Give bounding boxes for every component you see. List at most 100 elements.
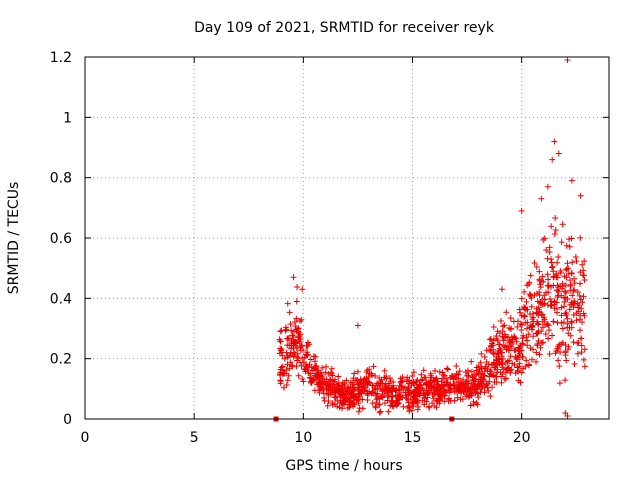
data-point: [564, 315, 571, 322]
data-point: [507, 315, 514, 322]
data-point: [538, 195, 545, 202]
data-point: [554, 287, 561, 294]
data-point: [404, 386, 411, 393]
data-point: [350, 375, 357, 382]
data-point: [474, 382, 481, 389]
data-point: [289, 332, 296, 339]
data-point: [487, 393, 494, 400]
data-point: [319, 364, 326, 371]
data-points: [273, 57, 588, 422]
data-point: [554, 259, 561, 266]
data-point: [577, 327, 584, 334]
data-point: [568, 269, 575, 276]
y-tick-label: 1.2: [50, 50, 72, 66]
data-point: [277, 338, 284, 345]
data-point: [537, 281, 544, 288]
data-point: [520, 313, 527, 320]
data-point: [533, 263, 540, 270]
data-point: [390, 379, 397, 386]
data-point: [412, 393, 419, 400]
data-point: [341, 401, 348, 408]
data-point: [554, 345, 561, 352]
data-point: [308, 379, 315, 386]
data-point: [548, 223, 555, 230]
data-point: [560, 319, 567, 326]
data-point: [546, 351, 553, 358]
data-point: [327, 369, 334, 376]
data-point: [549, 156, 556, 163]
data-point: [277, 372, 284, 379]
data-point: [336, 397, 343, 404]
data-point: [539, 339, 546, 346]
data-point: [562, 352, 569, 359]
data-point: [517, 350, 523, 357]
data-point: [309, 376, 316, 383]
data-point: [525, 280, 532, 287]
data-point: [441, 372, 448, 379]
data-point: [372, 373, 379, 380]
data-point: [396, 382, 403, 389]
data-point: [490, 324, 497, 331]
data-point: [550, 273, 557, 280]
data-point: [545, 335, 552, 342]
data-point: [545, 289, 552, 296]
data-point: [439, 369, 446, 376]
data-point: [548, 298, 555, 305]
data-point: [343, 395, 350, 402]
data-point: [511, 347, 518, 354]
data-point: [314, 374, 321, 381]
data-point: [518, 322, 525, 329]
data-point: [554, 309, 561, 316]
data-point: [293, 363, 300, 370]
x-tick-label: 10: [294, 430, 312, 446]
data-point: [414, 385, 421, 392]
data-point: [293, 315, 300, 322]
data-point: [444, 379, 451, 386]
data-point: [295, 334, 302, 341]
data-point: [514, 354, 521, 361]
data-point: [301, 365, 308, 372]
data-point: [499, 286, 506, 293]
data-point: [287, 359, 294, 366]
data-point: [354, 368, 361, 375]
data-point: [547, 283, 554, 290]
data-point: [503, 344, 510, 351]
data-point: [477, 371, 484, 378]
data-point: [568, 299, 575, 306]
data-point: [453, 371, 460, 378]
data-point: [349, 379, 356, 386]
data-point: [284, 335, 291, 342]
data-point: [473, 386, 480, 393]
data-point: [370, 382, 377, 389]
data-point: [475, 394, 482, 401]
data-point: [565, 270, 572, 277]
data-point: [558, 239, 565, 246]
data-point: [304, 352, 311, 359]
data-point: [355, 400, 362, 407]
data-point: [523, 334, 530, 341]
data-point: [327, 391, 334, 398]
data-point: [336, 386, 343, 393]
data-point: [545, 276, 552, 283]
data-point: [518, 369, 525, 376]
data-point: [519, 341, 526, 348]
data-point: [297, 359, 304, 366]
data-point: [355, 390, 362, 397]
data-point: [517, 321, 524, 328]
data-point: [576, 302, 583, 309]
data-point: [486, 336, 493, 343]
data-point: [372, 392, 379, 399]
y-tick-label: 0: [63, 412, 72, 428]
data-point: [295, 372, 302, 379]
data-point: [507, 343, 514, 350]
data-point: [501, 375, 508, 382]
data-point: [297, 344, 304, 351]
data-point: [364, 381, 371, 388]
data-point: [429, 391, 436, 398]
data-point: [498, 379, 505, 386]
data-point: [562, 409, 569, 416]
data-point: [339, 390, 346, 397]
data-point: [369, 372, 376, 379]
data-point: [568, 324, 575, 331]
